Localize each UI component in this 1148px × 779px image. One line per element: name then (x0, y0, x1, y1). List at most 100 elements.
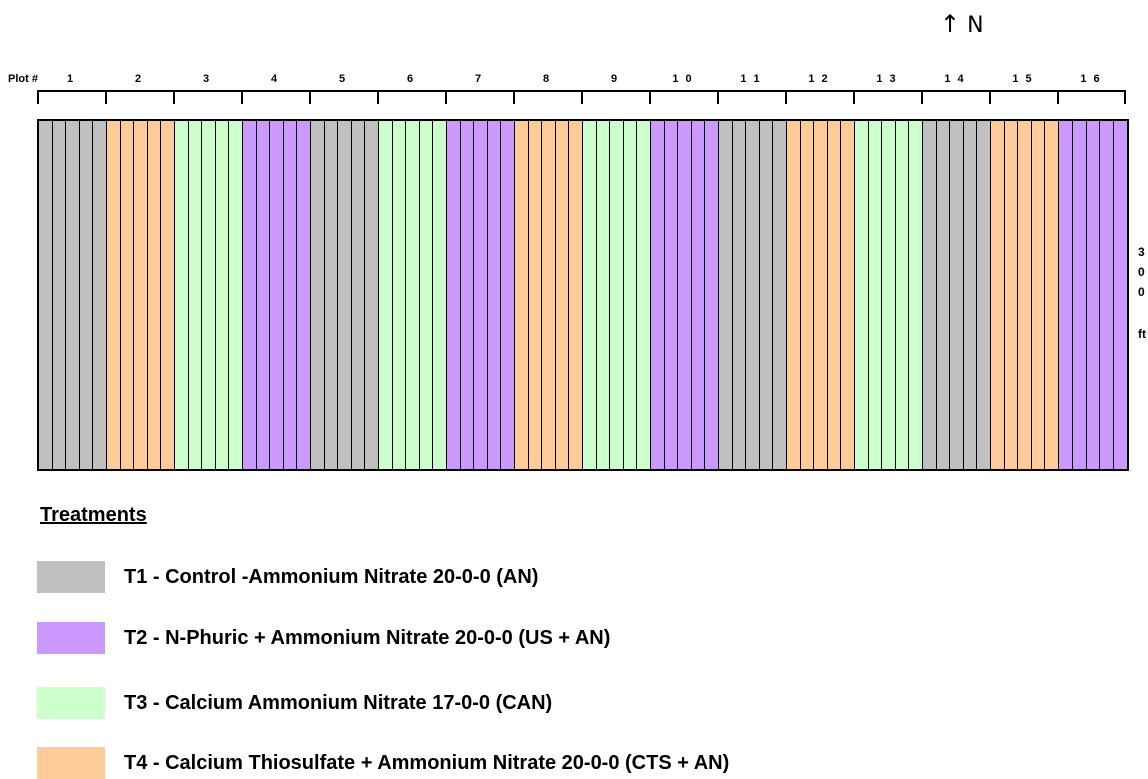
plot-row (147, 121, 162, 469)
plot-row (1059, 121, 1073, 469)
ruler-tick (921, 92, 923, 104)
plot-row (583, 121, 597, 469)
legend-item-t4: T4 - Calcium Thiosulfate + Ammonium Nitr… (37, 747, 729, 779)
plot-row (895, 121, 910, 469)
ruler-tick (1057, 92, 1059, 104)
plot-row (79, 121, 94, 469)
plot-row (909, 121, 922, 469)
field-plot (175, 121, 243, 469)
plot-row (161, 121, 174, 469)
plot-row (52, 121, 67, 469)
field-plot (855, 121, 923, 469)
plot-row (651, 121, 665, 469)
plot-row (392, 121, 407, 469)
ruler-tick (105, 92, 107, 104)
plot-row (379, 121, 393, 469)
plot-row (746, 121, 760, 469)
plot-row (338, 121, 352, 469)
plot-number: 1 2 (808, 73, 830, 85)
plot-row (678, 121, 692, 469)
north-arrow-icon: ↑ (940, 10, 961, 38)
field-plot (583, 121, 651, 469)
plot-number: 2 (134, 73, 144, 85)
legend-label: T2 - N-Phuric + Ammonium Nitrate 20-0-0 … (124, 626, 611, 649)
ruler-tick (581, 92, 583, 104)
plot-ruler (37, 90, 1126, 104)
dimension-text: 0 (1138, 285, 1145, 299)
plot-row (1100, 121, 1115, 469)
legend-label: T4 - Calcium Thiosulfate + Ammonium Nitr… (124, 751, 730, 774)
plot-row (827, 121, 842, 469)
plot-row (175, 121, 189, 469)
plot-row (365, 121, 378, 469)
plot-row (406, 121, 420, 469)
field-plot (243, 121, 311, 469)
ruler-tick (989, 92, 991, 104)
plot-row (555, 121, 570, 469)
plot-row (447, 121, 461, 469)
field-plot (311, 121, 379, 469)
legend-swatch (37, 622, 105, 654)
plot-row (243, 121, 257, 469)
plot-row (719, 121, 733, 469)
plot-number: 1 1 (740, 73, 762, 85)
plot-row (188, 121, 203, 469)
plot-row (800, 121, 815, 469)
field-plot (447, 121, 515, 469)
plot-number: 1 5 (1012, 73, 1034, 85)
plot-row (610, 121, 624, 469)
plot-row (311, 121, 325, 469)
dimension-text: 0 (1138, 265, 1145, 279)
ruler-tick (309, 92, 311, 104)
plot-row (1045, 121, 1058, 469)
plot-row (596, 121, 611, 469)
ruler-tick (445, 92, 447, 104)
plot-row (787, 121, 801, 469)
legend-item-t3: T3 - Calcium Ammonium Nitrate 17-0-0 (CA… (37, 687, 552, 719)
plot-number: 1 4 (944, 73, 966, 85)
ruler-tick (377, 92, 379, 104)
field-plot (651, 121, 719, 469)
plot-row (39, 121, 53, 469)
dimension-text: 3 (1138, 245, 1145, 259)
plot-row (120, 121, 135, 469)
plot-row (433, 121, 446, 469)
plot-row (283, 121, 298, 469)
legend-item-t2: T2 - N-Phuric + Ammonium Nitrate 20-0-0 … (37, 622, 610, 654)
plot-row (215, 121, 230, 469)
plot-number-label: Plot # (8, 73, 38, 85)
ruler-tick (785, 92, 787, 104)
plot-row (134, 121, 148, 469)
plot-row (460, 121, 475, 469)
field-plot (107, 121, 175, 469)
ruler-tick (649, 92, 651, 104)
plot-row (1072, 121, 1087, 469)
plot-row (841, 121, 854, 469)
plot-row (664, 121, 679, 469)
plot-row (963, 121, 978, 469)
plot-row (256, 121, 271, 469)
plot-row (270, 121, 284, 469)
field-plot (991, 121, 1059, 469)
ruler-tick (717, 92, 719, 104)
plot-number: 3 (202, 73, 212, 85)
ruler-tick (173, 92, 175, 104)
ruler-tick (853, 92, 855, 104)
plot-number: 1 6 (1080, 73, 1102, 85)
ruler-tick (1124, 92, 1126, 104)
plot-number: 8 (542, 73, 552, 85)
north-indicator: ↑ N (940, 10, 984, 38)
plot-row (637, 121, 650, 469)
plot-row (991, 121, 1005, 469)
field-plot (39, 121, 107, 469)
field-plot (923, 121, 991, 469)
plot-row (977, 121, 990, 469)
plot-row (1086, 121, 1101, 469)
north-label: N (967, 13, 984, 38)
plot-row (950, 121, 964, 469)
ruler-tick (513, 92, 515, 104)
plot-row (868, 121, 883, 469)
field-plot (719, 121, 787, 469)
plot-row (759, 121, 774, 469)
plot-row (773, 121, 786, 469)
